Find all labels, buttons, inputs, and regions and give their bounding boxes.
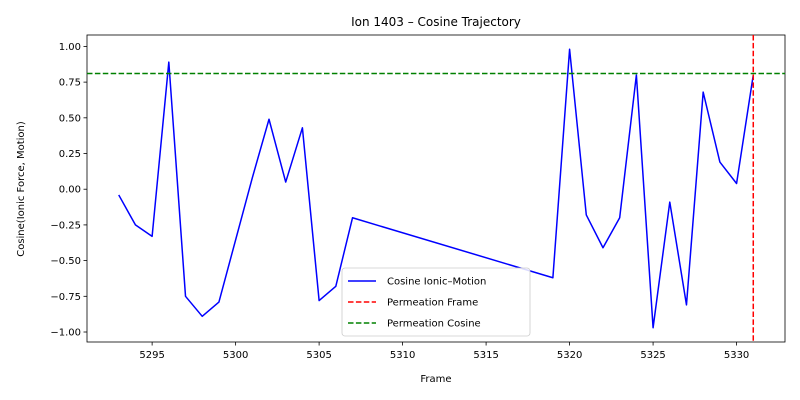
y-axis-title: Cosine(Ionic Force, Motion) [16,121,27,257]
x-axis-title: Frame [420,374,451,385]
legend-label: Permeation Cosine [387,319,481,330]
y-tick-label: 0.75 [59,78,81,89]
legend-box [341,267,531,337]
legend: Cosine Ionic–Motion Permeation Frame Perme… [341,267,531,337]
series-line-cosine [118,48,755,329]
x-tick-label: 5300 [223,350,248,361]
legend-label: Permeation Frame [387,298,478,309]
plot-area-frame [86,34,786,343]
y-axis: −1.00 −0.75 −0.50 −0.25 0.00 0.25 0.50 0.75 1.00 [50,42,87,339]
x-tick-label: 5325 [640,350,665,361]
y-tick-label: 1.00 [59,42,81,53]
x-tick-label: 5315 [473,350,498,361]
x-tick-label: 5310 [390,350,415,361]
y-tick-label: −0.75 [50,292,81,303]
x-axis: 5295 5300 5305 5310 5315 5320 5325 5330 [139,342,749,361]
y-tick-label: 0.00 [59,185,81,196]
x-tick-label: 5330 [724,350,749,361]
y-tick-label: −0.50 [50,256,81,267]
y-tick-label: −1.00 [50,328,81,339]
x-tick-label: 5320 [557,350,582,361]
chart-title: Ion 1403 – Cosine Trajectory [351,15,521,29]
y-tick-label: 0.50 [59,113,81,124]
plot-content [87,35,785,342]
x-tick-label: 5305 [306,350,331,361]
y-tick-label: 0.25 [59,149,81,160]
y-tick-label: −0.25 [50,220,81,231]
x-tick-label: 5295 [139,350,164,361]
legend-label: Cosine Ionic–Motion [387,277,486,288]
